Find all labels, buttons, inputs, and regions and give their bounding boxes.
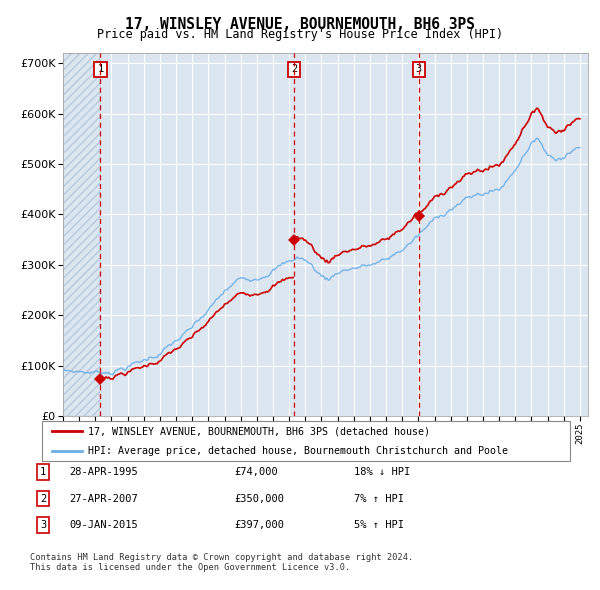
Text: 28-APR-1995: 28-APR-1995 [69, 467, 138, 477]
Text: HPI: Average price, detached house, Bournemouth Christchurch and Poole: HPI: Average price, detached house, Bour… [88, 447, 508, 456]
Text: Contains HM Land Registry data © Crown copyright and database right 2024.: Contains HM Land Registry data © Crown c… [30, 553, 413, 562]
Text: 1: 1 [40, 467, 46, 477]
Text: 1: 1 [97, 64, 104, 74]
Text: 2: 2 [40, 494, 46, 503]
Bar [63, 53, 100, 416]
Text: £397,000: £397,000 [234, 520, 284, 530]
Text: 3: 3 [416, 64, 422, 74]
Text: £74,000: £74,000 [234, 467, 278, 477]
Text: This data is licensed under the Open Government Licence v3.0.: This data is licensed under the Open Gov… [30, 563, 350, 572]
Bar [63, 53, 100, 416]
Text: £350,000: £350,000 [234, 494, 284, 503]
Text: 5% ↑ HPI: 5% ↑ HPI [354, 520, 404, 530]
Text: 3: 3 [40, 520, 46, 530]
Text: 2: 2 [291, 64, 298, 74]
Text: 27-APR-2007: 27-APR-2007 [69, 494, 138, 503]
Text: 18% ↓ HPI: 18% ↓ HPI [354, 467, 410, 477]
Text: 7% ↑ HPI: 7% ↑ HPI [354, 494, 404, 503]
FancyBboxPatch shape [42, 421, 570, 461]
Text: 09-JAN-2015: 09-JAN-2015 [69, 520, 138, 530]
Text: 17, WINSLEY AVENUE, BOURNEMOUTH, BH6 3PS: 17, WINSLEY AVENUE, BOURNEMOUTH, BH6 3PS [125, 17, 475, 31]
Text: 17, WINSLEY AVENUE, BOURNEMOUTH, BH6 3PS (detached house): 17, WINSLEY AVENUE, BOURNEMOUTH, BH6 3PS… [88, 427, 430, 436]
Text: Price paid vs. HM Land Registry's House Price Index (HPI): Price paid vs. HM Land Registry's House … [97, 28, 503, 41]
